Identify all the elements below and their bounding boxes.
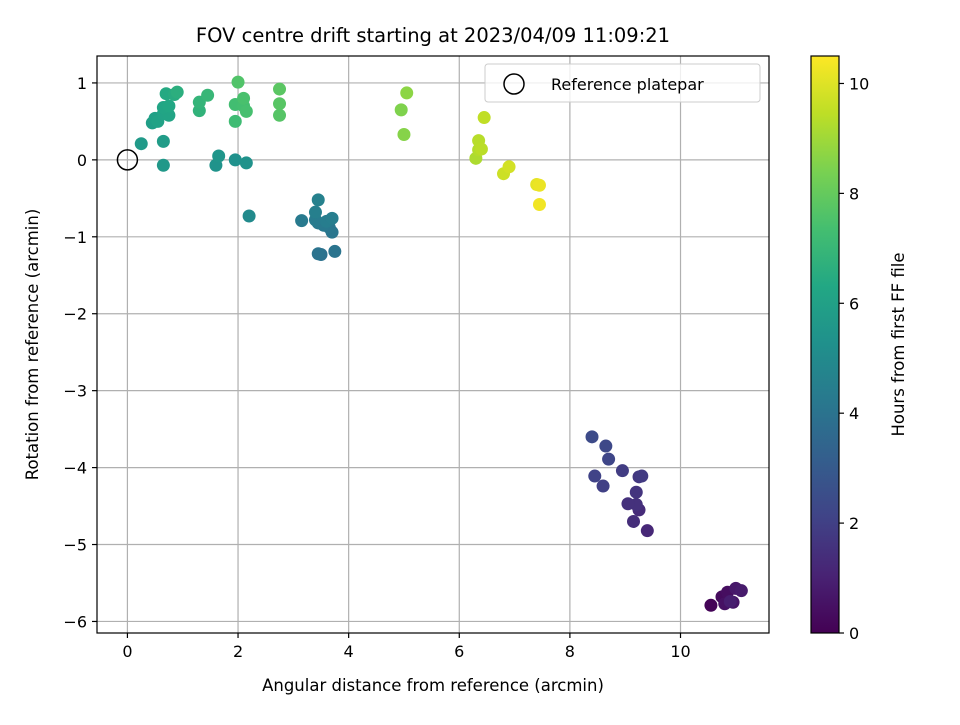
y-tick-label: 1 [77,74,87,93]
reference-platepar-marker [116,149,139,171]
grid [97,56,769,633]
data-point [596,479,610,493]
data-point [532,178,546,192]
data-point [502,160,516,174]
data-point [231,75,245,89]
data-point [394,103,408,117]
y-tick-label: −6 [63,612,87,631]
x-tick-label: 10 [670,642,690,661]
data-point [237,91,251,105]
data-point [621,497,635,511]
data-point [239,104,253,118]
colorbar-tick-label: 0 [849,624,859,643]
data-point [626,514,640,528]
data-point [615,464,629,478]
chart-title: FOV centre drift starting at 2023/04/09 … [196,24,670,47]
data-point [295,214,309,228]
data-point [134,137,148,151]
data-point [328,244,342,258]
y-tick-label: −5 [63,536,87,555]
y-tick-label: −4 [63,459,87,478]
x-tick-label: 8 [565,642,575,661]
data-point [400,86,414,100]
data-point [474,142,488,156]
y-axis-label: Rotation from reference (arcmin) [23,209,42,481]
y-tick-label: 0 [77,151,87,170]
legend-box [484,63,761,103]
data-point [635,469,649,483]
data-point [599,439,613,453]
y-axis-ticks: −6 −5 −4 −3 −2 −1 0 1 [63,74,97,631]
colorbar: 0 2 4 6 8 10 Hours from first FF file [810,55,908,643]
data-point [162,99,176,113]
data-point [723,594,737,608]
colorbar-gradient [811,56,839,633]
data-point [532,197,546,211]
y-tick-label: −1 [63,228,87,247]
data-point [156,134,170,148]
data-point [242,209,256,223]
x-tick-label: 2 [233,642,243,661]
x-axis-ticks: 0 2 4 6 8 10 [122,633,691,661]
data-point [212,149,226,163]
colorbar-tick-label: 2 [849,514,859,533]
legend: Reference platepar [484,63,761,103]
data-point [734,584,748,598]
data-point [201,88,215,102]
data-point [585,430,599,444]
colorbar-tick-label: 8 [849,184,859,203]
y-tick-label: −3 [63,382,87,401]
data-point [640,524,654,538]
x-axis-label: Angular distance from reference (arcmin) [262,676,604,695]
data-point [170,85,184,99]
colorbar-label: Hours from first FF file [889,252,908,436]
colorbar-tick-label: 4 [849,404,859,423]
data-point [602,452,616,466]
data-point [704,598,718,612]
plot-area-frame [96,55,770,634]
data-point [273,82,287,96]
legend-marker-icon [503,73,525,95]
data-point [239,156,253,170]
colorbar-tick-label: 10 [849,74,869,93]
data-point [629,485,643,499]
data-point [311,247,325,261]
y-tick-label: −2 [63,305,87,324]
x-tick-label: 6 [454,642,464,661]
legend-label: Reference platepar [551,75,704,94]
colorbar-tick-label: 6 [849,294,859,313]
colorbar-ticks: 0 2 4 6 8 10 [839,74,869,643]
data-point [273,108,287,122]
colorbar-frame [810,55,840,634]
data-point [477,111,491,125]
data-point [228,153,242,167]
data-point [308,205,322,219]
data-points [134,75,748,612]
data-point [156,158,170,172]
data-point [588,469,602,483]
x-tick-label: 4 [344,642,354,661]
data-point [397,127,411,141]
x-tick-label: 0 [122,642,132,661]
data-point [273,97,287,111]
data-point [228,114,242,128]
data-point [325,211,339,225]
data-point [311,193,325,207]
